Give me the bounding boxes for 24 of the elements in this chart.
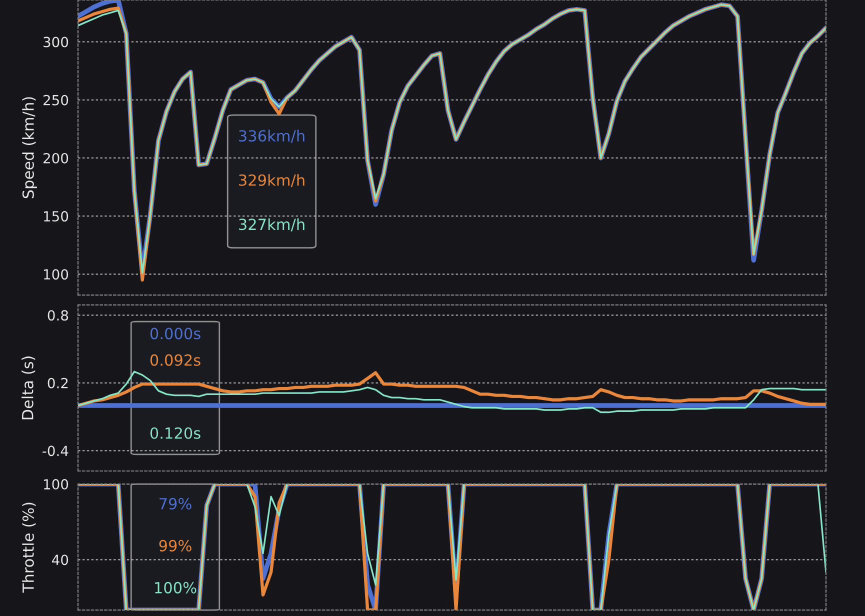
annotation: 0.000s	[150, 328, 200, 340]
y-tick-label: -0.4	[42, 446, 68, 456]
line-series	[78, 371, 826, 408]
annotation: 336km/h	[239, 130, 304, 143]
y-tick-label: 150	[44, 211, 68, 222]
annotation: 79%	[160, 498, 192, 510]
y-tick-label: 0.8	[48, 310, 68, 321]
annotation: 0.092s	[150, 354, 200, 366]
y-tick-label: 200	[44, 152, 68, 164]
y-axis-title: Throttle (%)	[22, 502, 36, 593]
y-tick-label: 300	[44, 36, 68, 48]
line-series	[78, 370, 826, 414]
y-tick-label: 100	[44, 479, 68, 490]
annotation: 99%	[159, 540, 192, 552]
y-tick-label: 40	[52, 554, 68, 566]
annotation: 327km/h	[239, 218, 304, 232]
y-tick-label: 250	[44, 94, 68, 106]
y-axis-title: Delta (s)	[22, 356, 36, 420]
annotation: 329km/h	[239, 174, 304, 188]
y-tick-label: 0.2	[48, 378, 68, 388]
annotation: 100%	[155, 582, 196, 594]
annotation: 0.120s	[150, 427, 200, 439]
y-axis-title: Speed (km/h)	[22, 97, 37, 198]
y-tick-label: 100	[44, 269, 68, 280]
